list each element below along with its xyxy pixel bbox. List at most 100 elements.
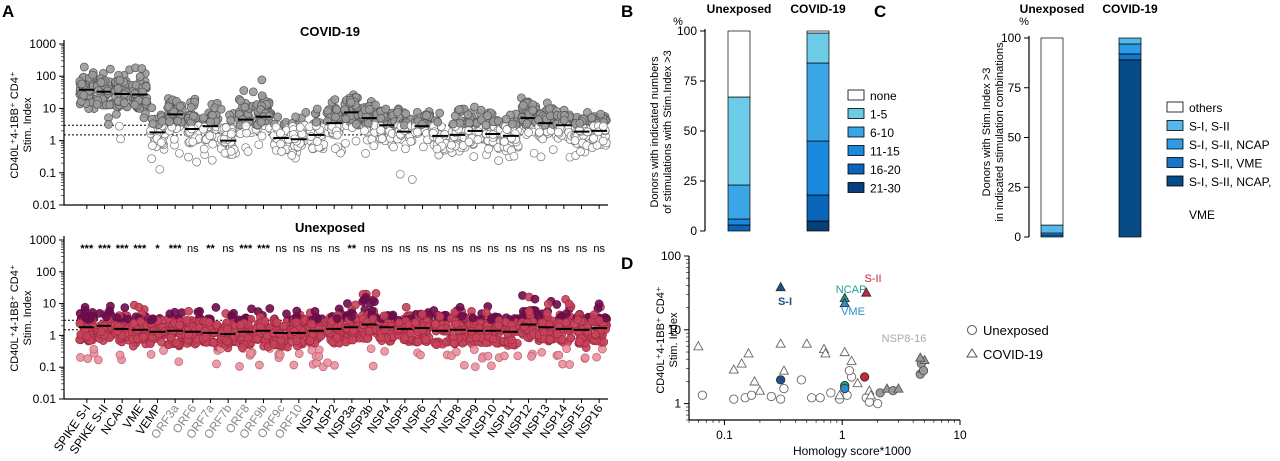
data-point: [93, 355, 103, 365]
data-point: [147, 103, 157, 113]
data-point: [156, 138, 166, 148]
data-point: [447, 140, 456, 150]
data-point: [469, 152, 479, 161]
data-point: [165, 117, 174, 127]
data-point: [287, 151, 297, 160]
data-point: [369, 141, 379, 151]
data-point: [576, 147, 585, 156]
significance-label: ***: [169, 243, 183, 255]
data-point: [226, 147, 236, 156]
legend-label: 6-10: [870, 126, 894, 140]
bar-segment: [806, 30, 830, 34]
unexposed-point: [697, 390, 708, 400]
data-point: [272, 318, 282, 327]
data-point: [199, 113, 208, 123]
data-point: [77, 79, 87, 89]
data-point: [536, 152, 546, 162]
highlight-covid-point: [775, 281, 786, 292]
data-point: [289, 360, 299, 370]
data-point: [236, 320, 245, 330]
data-point: [508, 325, 518, 335]
covid-point: [743, 347, 754, 358]
y-tick-label: 10: [43, 101, 57, 115]
data-point: [508, 119, 517, 129]
data-point: [464, 137, 474, 147]
data-point: [226, 129, 236, 139]
panel-d-xlabel: Homology score*1000: [793, 444, 911, 458]
data-point: [92, 99, 102, 109]
data-point: [206, 117, 215, 127]
significance-label: ns: [187, 243, 199, 255]
data-point: [529, 148, 539, 158]
data-point: [564, 299, 574, 309]
data-point: [332, 105, 342, 114]
bar-segment: [1040, 224, 1064, 234]
legend-label: 1-5: [870, 108, 888, 122]
x-tick-label: 1: [839, 428, 846, 442]
covid-point: [754, 385, 766, 395]
data-point: [276, 139, 285, 149]
significance-label: ns: [293, 243, 305, 255]
panel-label-a: A: [2, 2, 14, 21]
legend-swatch: [1166, 138, 1184, 150]
data-point: [589, 310, 599, 320]
nsp-point: [918, 365, 929, 376]
data-point: [524, 128, 533, 137]
data-point: [522, 119, 532, 128]
data-point: [130, 100, 140, 110]
data-point: [314, 352, 324, 361]
data-point: [406, 137, 416, 146]
data-point: [483, 111, 492, 120]
data-point: [330, 95, 340, 104]
panel-a-top-ylabel-line1: CD40L⁺4-1BB⁺ CD4⁺: [9, 71, 21, 178]
y-tick-label: 10: [43, 297, 57, 311]
data-point: [240, 102, 250, 112]
data-point: [137, 64, 147, 73]
significance-label: ***: [116, 243, 130, 255]
data-point: [464, 118, 474, 128]
data-point: [483, 351, 493, 361]
data-point: [105, 64, 115, 74]
significance-label: *: [155, 243, 160, 255]
panel-d-plot: 100 10 1 0.1 1 10: [661, 249, 967, 442]
data-point: [116, 134, 125, 144]
data-point: [241, 121, 251, 131]
legend-label: S-I, S-II, NCAP: [1189, 138, 1270, 152]
data-point: [377, 134, 387, 143]
data-point: [128, 341, 138, 351]
data-point: [115, 75, 125, 85]
data-point: [323, 358, 332, 368]
data-point: [172, 338, 181, 348]
data-point: [138, 332, 148, 342]
data-point: [175, 148, 184, 158]
significance-label: ns: [523, 243, 535, 255]
panel-b-col-unexposed: Unexposed: [707, 2, 772, 16]
data-point: [543, 299, 553, 309]
legend-swatch: [1166, 101, 1184, 113]
data-point: [159, 346, 168, 355]
unexposed-point: [729, 394, 739, 404]
data-point: [246, 349, 256, 358]
data-point: [469, 345, 479, 354]
highlight-unexposed-point: [859, 372, 870, 382]
data-point: [236, 96, 245, 106]
data-point: [368, 361, 378, 371]
data-point: [242, 128, 251, 138]
data-point: [542, 308, 552, 318]
data-point: [435, 108, 445, 118]
data-point: [148, 141, 157, 150]
data-point: [371, 289, 381, 298]
significance-label: ns: [364, 243, 376, 255]
data-point: [105, 100, 115, 110]
data-point: [243, 333, 253, 343]
data-point: [292, 306, 302, 316]
data-point: [573, 315, 583, 325]
panel-c-col-covid: COVID-19: [1102, 2, 1158, 16]
data-point: [93, 86, 103, 96]
data-point: [291, 317, 301, 327]
data-point: [455, 302, 465, 312]
data-point: [454, 105, 464, 114]
significance-label: ***: [133, 243, 147, 255]
data-point: [289, 327, 299, 336]
panel-c-ylabel-line1: Donors with Stim.Index >3: [981, 68, 993, 197]
